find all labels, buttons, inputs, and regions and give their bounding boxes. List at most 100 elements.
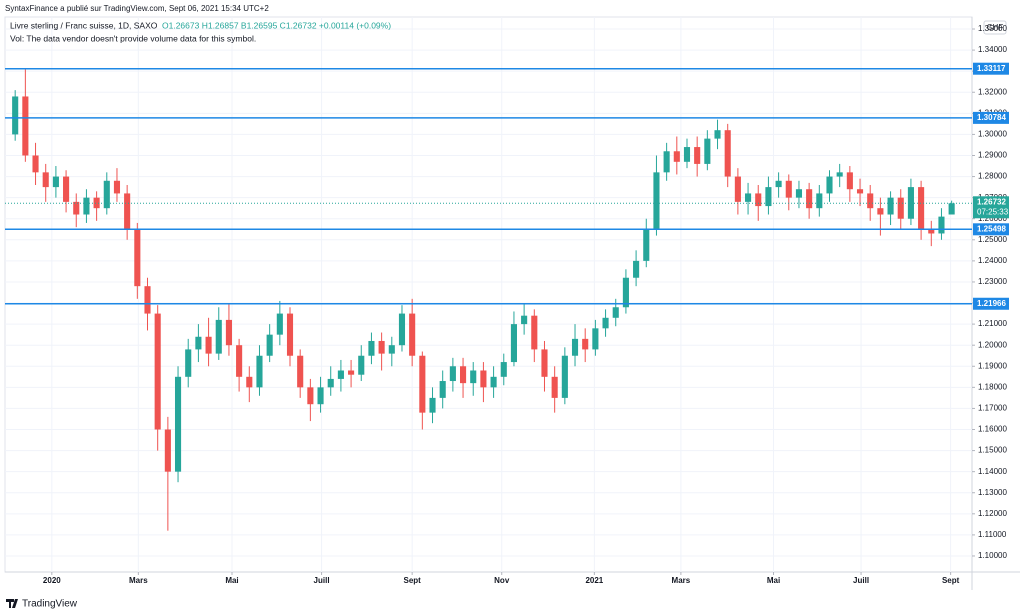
y-tick-label: 1.19000	[978, 361, 1007, 370]
x-tick-label: Mars	[129, 576, 148, 585]
candle-body	[643, 229, 650, 261]
candle-body	[521, 315, 528, 325]
candle-body	[806, 189, 813, 209]
y-tick-label: 1.26000	[978, 214, 1007, 223]
candle-body	[164, 429, 171, 472]
candle-body	[337, 370, 344, 379]
y-tick-label: 1.29000	[978, 151, 1007, 160]
y-tick-label: 1.17000	[978, 404, 1007, 413]
level-tag	[973, 111, 1009, 124]
candle-body	[816, 193, 823, 209]
y-tick-label: 1.25000	[978, 235, 1007, 244]
candle-body	[103, 180, 110, 209]
x-tick-label: 2020	[43, 576, 61, 585]
y-tick-label: 1.18000	[978, 382, 1007, 391]
candle-body	[124, 193, 131, 230]
candle-body	[622, 277, 629, 308]
level-tag	[973, 62, 1009, 75]
candle-body	[470, 370, 477, 384]
candle-body	[246, 376, 253, 388]
candle-body	[510, 324, 518, 363]
level-label: 1.33117	[977, 64, 1006, 73]
candle-body	[12, 96, 19, 135]
candle-body	[938, 216, 945, 234]
candle-body	[633, 260, 640, 278]
candle-body	[266, 334, 273, 356]
y-tick-label: 1.35000	[978, 24, 1007, 33]
candle-body	[439, 381, 446, 398]
candle-body	[459, 366, 467, 384]
candle-body	[83, 197, 90, 215]
candle-body	[704, 138, 711, 164]
y-tick-label: 1.32000	[978, 87, 1007, 96]
x-tick-label: Mai	[225, 576, 238, 585]
level-label: 1.30784	[977, 113, 1006, 122]
candle-body	[134, 229, 141, 287]
candle-body	[745, 193, 752, 202]
candle-body	[63, 176, 70, 202]
candle-body	[32, 155, 39, 173]
currency-button[interactable]	[983, 20, 1007, 35]
ohlc-legend: O1.26673 H1.26857 B1.26595 C1.26732 +0.0…	[162, 20, 391, 30]
candle-body	[571, 338, 579, 356]
candle-body	[144, 286, 151, 314]
x-tick-label: Nov	[494, 576, 510, 585]
candle-body	[785, 180, 792, 198]
candle-body	[907, 187, 914, 219]
candle-body	[185, 349, 192, 377]
candle-body	[673, 151, 680, 162]
level-tag	[973, 223, 1009, 236]
candle-body	[663, 151, 670, 173]
candle-body	[928, 229, 935, 234]
candle-body	[205, 336, 212, 354]
candle-body	[795, 189, 803, 198]
candle-body	[592, 328, 599, 350]
candle-body	[490, 376, 497, 388]
candle-body	[918, 187, 925, 230]
currency[interactable]: CHF	[987, 23, 1004, 32]
candle-body	[327, 378, 334, 388]
candle-body	[93, 197, 100, 209]
candle-body	[42, 172, 49, 188]
candle-body	[429, 397, 436, 413]
branding: TradingView	[22, 599, 78, 610]
y-tick-label: 1.28000	[978, 172, 1007, 181]
candle-body	[602, 317, 609, 329]
y-tick-label: 1.16000	[978, 425, 1007, 434]
x-tick-label: Juill	[853, 576, 869, 585]
candle-body	[877, 208, 884, 215]
candle-body	[582, 338, 589, 350]
candle-body	[948, 203, 955, 215]
candle-body	[256, 355, 263, 388]
candle-body	[286, 313, 294, 356]
y-tick-label: 1.15000	[978, 446, 1007, 455]
y-tick-label: 1.10000	[978, 551, 1007, 560]
candle-body	[683, 147, 691, 162]
candle-body	[358, 355, 365, 375]
last-price-tag	[973, 196, 1009, 219]
candle-body	[561, 355, 568, 398]
y-tick-label: 1.11000	[978, 530, 1007, 539]
level-label: 1.25498	[977, 224, 1006, 233]
candle-body	[73, 201, 80, 215]
candle-body	[724, 130, 731, 177]
candle-body	[500, 362, 507, 377]
candle-body	[419, 355, 426, 413]
y-tick-label: 1.24000	[978, 256, 1007, 265]
plot-frame	[4, 16, 973, 573]
candle-body	[307, 387, 314, 405]
candle-body	[236, 345, 243, 377]
candle-body	[531, 315, 538, 350]
candle-body	[195, 336, 202, 350]
candle-body	[276, 313, 283, 335]
candle-body	[836, 172, 843, 177]
y-tick-label: 1.34000	[978, 45, 1007, 54]
candle-body	[22, 96, 29, 156]
candle-body	[297, 355, 304, 388]
candle-body	[154, 313, 161, 430]
countdown: 07:25:33	[977, 207, 1009, 216]
y-tick-label: 1.13000	[978, 488, 1007, 497]
candle-body	[348, 370, 355, 375]
candle-body	[215, 319, 222, 354]
